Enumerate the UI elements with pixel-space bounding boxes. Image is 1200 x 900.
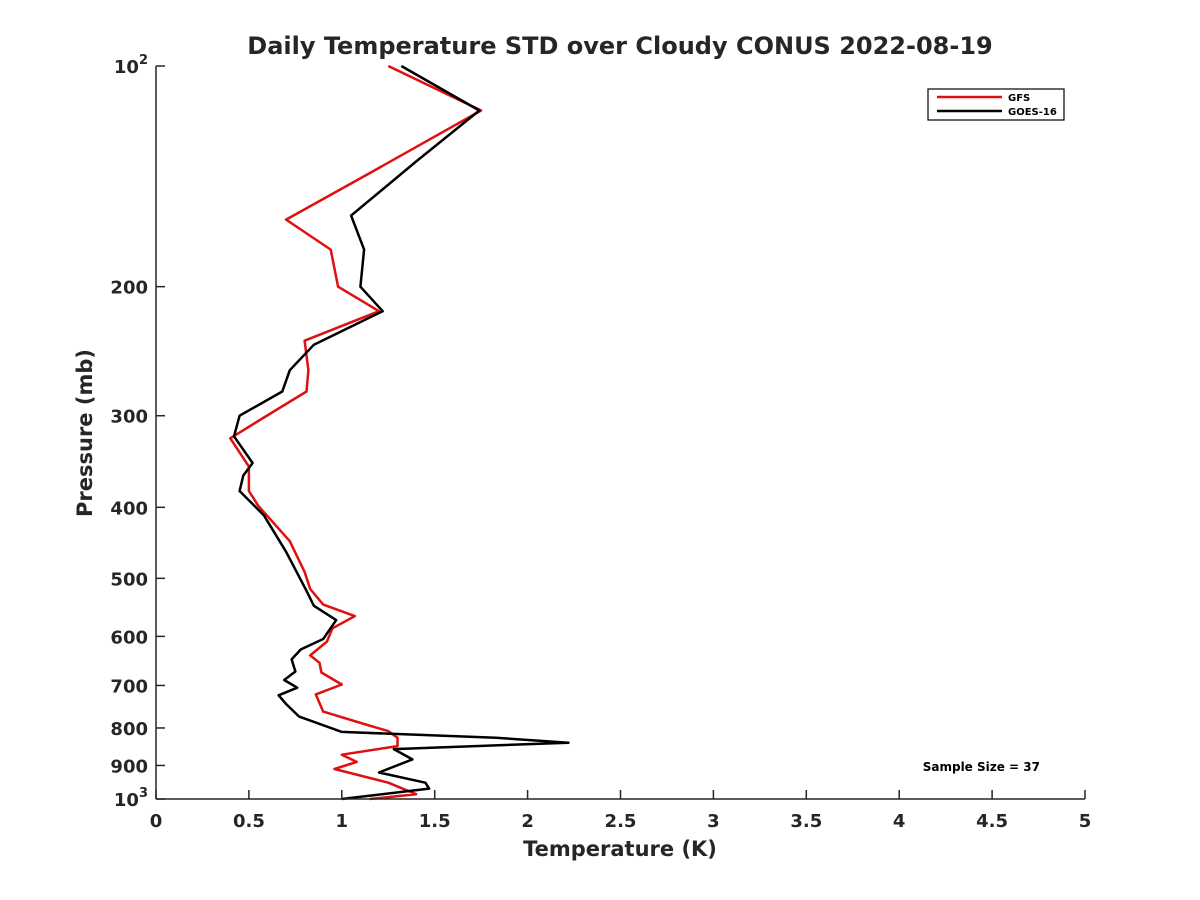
x-axis-label: Temperature (K) (523, 837, 717, 861)
y-tick-label: 800 (110, 719, 148, 740)
y-tick-label: 700 (110, 676, 148, 697)
sample-size-annotation: Sample Size = 37 (923, 760, 1040, 774)
x-tick-label: 3.5 (790, 811, 822, 832)
x-tick-label: 2 (521, 811, 534, 832)
x-axis-ticks: 0 0.5 1 1.5 2 2.5 3 3.5 4 4.5 5 (150, 790, 1092, 832)
x-tick-label: 4 (893, 811, 906, 832)
x-tick-label: 1.5 (419, 811, 451, 832)
plot-area (156, 66, 1085, 799)
y-tick-label: 900 (110, 756, 148, 777)
x-tick-label: 2.5 (605, 811, 637, 832)
series-line-gfs (229, 64, 483, 801)
x-tick-label: 5 (1079, 811, 1092, 832)
series-layer (229, 64, 570, 801)
y-tick-label: 300 (110, 407, 148, 428)
x-tick-label: 1 (336, 811, 349, 832)
y-tick-label: 200 (110, 278, 148, 299)
x-tick-label: 0 (150, 811, 163, 832)
y-tick-label: 500 (110, 569, 148, 590)
chart-title: Daily Temperature STD over Cloudy CONUS … (247, 32, 992, 60)
legend-box (927, 88, 1065, 121)
y-tick-label: 600 (110, 627, 148, 648)
x-tick-label: 3 (707, 811, 720, 832)
x-tick-label: 0.5 (233, 811, 265, 832)
y-axis-ticks: 102 200 300 400 500 600 700 800 900 103 (110, 53, 165, 811)
series-line-goes16 (232, 64, 570, 801)
y-tick-label: 400 (110, 498, 148, 519)
y-tick-label: 103 (114, 786, 148, 811)
x-tick-label: 4.5 (976, 811, 1008, 832)
y-axis-label: Pressure (mb) (73, 349, 97, 517)
y-tick-label: 102 (114, 53, 148, 78)
legend: GFS GOES-16 (927, 88, 1065, 121)
legend-label-gfs: GFS (1008, 93, 1030, 104)
legend-label-goes16: GOES-16 (1008, 107, 1057, 118)
